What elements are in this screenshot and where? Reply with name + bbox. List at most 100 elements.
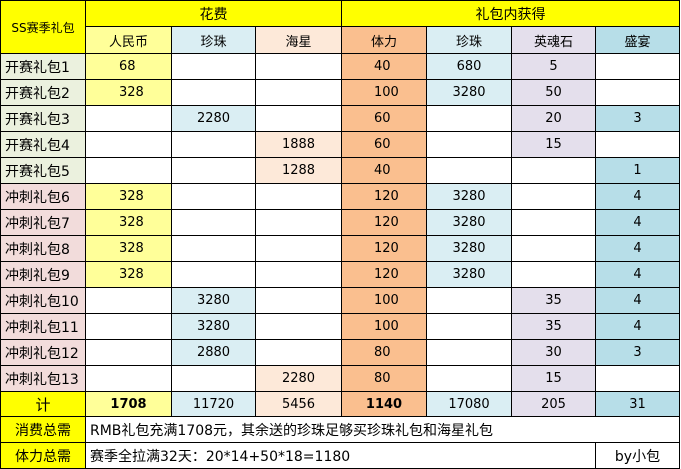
cell-starfish-cost: 1288	[256, 158, 342, 184]
cell-pearl-reward: 3280	[427, 262, 512, 288]
row-name: 冲刺礼包11	[0, 314, 86, 340]
cell-stamina: 120	[342, 184, 427, 210]
cell-starfish-cost	[256, 288, 342, 314]
cell-stamina: 100	[342, 80, 427, 106]
cell-feast: 4	[596, 262, 680, 288]
cell-starfish-cost	[256, 80, 342, 106]
cell-starfish-cost	[256, 106, 342, 132]
row-name: 冲刺礼包6	[0, 184, 86, 210]
cell-stamina: 120	[342, 262, 427, 288]
cell-stamina: 40	[342, 54, 427, 80]
cell-yuan: 68	[86, 54, 172, 80]
cell-feast: 3	[596, 106, 680, 132]
row-name: 开赛礼包4	[0, 132, 86, 158]
cell-feast: 4	[596, 314, 680, 340]
cell-pearl-reward: 3280	[427, 80, 512, 106]
row-name: 开赛礼包5	[0, 158, 86, 184]
cell-yuan: 328	[86, 236, 172, 262]
cell-stone: 15	[512, 132, 596, 158]
total-stone: 205	[512, 392, 596, 417]
total-starfish-cost: 5456	[256, 392, 342, 417]
column-header-starfish-cost: 海星	[256, 27, 342, 54]
cell-pearl-reward	[427, 340, 512, 366]
cell-starfish-cost: 2280	[256, 366, 342, 392]
cell-stone: 50	[512, 80, 596, 106]
note-signature: by小包	[596, 443, 680, 469]
cell-yuan: 328	[86, 184, 172, 210]
cell-stone	[512, 158, 596, 184]
corner-label: SS赛季礼包	[0, 0, 86, 54]
note-label: 体力总需	[0, 443, 86, 469]
rewards-group-header: 礼包内获得	[342, 0, 680, 27]
cell-stone	[512, 236, 596, 262]
cell-yuan: 328	[86, 262, 172, 288]
cell-yuan: 328	[86, 80, 172, 106]
cell-feast: 4	[596, 210, 680, 236]
cell-feast: 4	[596, 184, 680, 210]
cell-stone	[512, 184, 596, 210]
row-name: 冲刺礼包7	[0, 210, 86, 236]
cell-stone: 35	[512, 288, 596, 314]
cell-pearl-reward	[427, 314, 512, 340]
column-header-yuan: 人民币	[86, 27, 172, 54]
column-header-feast: 盛宴	[596, 27, 680, 54]
cell-pearl-cost	[172, 262, 256, 288]
note-text: 赛季全拉满32天：20*14+50*18=1180	[86, 443, 596, 469]
cell-pearl-reward: 3280	[427, 210, 512, 236]
cell-starfish-cost	[256, 236, 342, 262]
row-name: 冲刺礼包8	[0, 236, 86, 262]
column-header-pearl-cost: 珍珠	[172, 27, 256, 54]
total-label: 计	[0, 392, 86, 417]
cell-starfish-cost	[256, 262, 342, 288]
cell-starfish-cost	[256, 340, 342, 366]
cell-pearl-reward	[427, 132, 512, 158]
cell-stamina: 120	[342, 210, 427, 236]
cell-stone	[512, 210, 596, 236]
cell-pearl-cost	[172, 184, 256, 210]
row-name: 开赛礼包1	[0, 54, 86, 80]
row-name: 开赛礼包2	[0, 80, 86, 106]
cell-stone: 15	[512, 366, 596, 392]
row-name: 冲刺礼包9	[0, 262, 86, 288]
cell-pearl-cost	[172, 236, 256, 262]
column-header-pearl-reward: 珍珠	[427, 27, 512, 54]
cell-pearl-reward: 680	[427, 54, 512, 80]
cell-pearl-reward: 3280	[427, 236, 512, 262]
row-name: 冲刺礼包13	[0, 366, 86, 392]
cell-pearl-cost	[172, 158, 256, 184]
cell-pearl-cost	[172, 132, 256, 158]
cell-pearl-cost	[172, 210, 256, 236]
note-label: 消费总需	[0, 417, 86, 443]
cell-pearl-cost	[172, 80, 256, 106]
cell-yuan	[86, 132, 172, 158]
cell-pearl-cost: 2280	[172, 106, 256, 132]
cell-feast	[596, 132, 680, 158]
cell-pearl-reward	[427, 288, 512, 314]
cell-stone: 30	[512, 340, 596, 366]
cell-starfish-cost	[256, 54, 342, 80]
cell-pearl-reward: 3280	[427, 184, 512, 210]
cell-feast: 4	[596, 288, 680, 314]
cell-stone	[512, 262, 596, 288]
total-feast: 31	[596, 392, 680, 417]
note-text: RMB礼包充满1708元，其余送的珍珠足够买珍珠礼包和海星礼包	[86, 417, 680, 443]
cell-yuan	[86, 158, 172, 184]
cell-feast	[596, 366, 680, 392]
cell-stone: 5	[512, 54, 596, 80]
cell-yuan	[86, 340, 172, 366]
cell-feast	[596, 54, 680, 80]
cell-stone: 20	[512, 106, 596, 132]
cell-starfish-cost	[256, 210, 342, 236]
cell-starfish-cost	[256, 184, 342, 210]
cell-feast	[596, 80, 680, 106]
cell-stamina: 100	[342, 288, 427, 314]
cell-pearl-reward	[427, 158, 512, 184]
cell-stamina: 120	[342, 236, 427, 262]
cell-stamina: 60	[342, 132, 427, 158]
row-name: 冲刺礼包12	[0, 340, 86, 366]
cell-yuan: 328	[86, 210, 172, 236]
column-header-stamina: 体力	[342, 27, 427, 54]
cell-pearl-reward	[427, 366, 512, 392]
cell-feast: 4	[596, 236, 680, 262]
